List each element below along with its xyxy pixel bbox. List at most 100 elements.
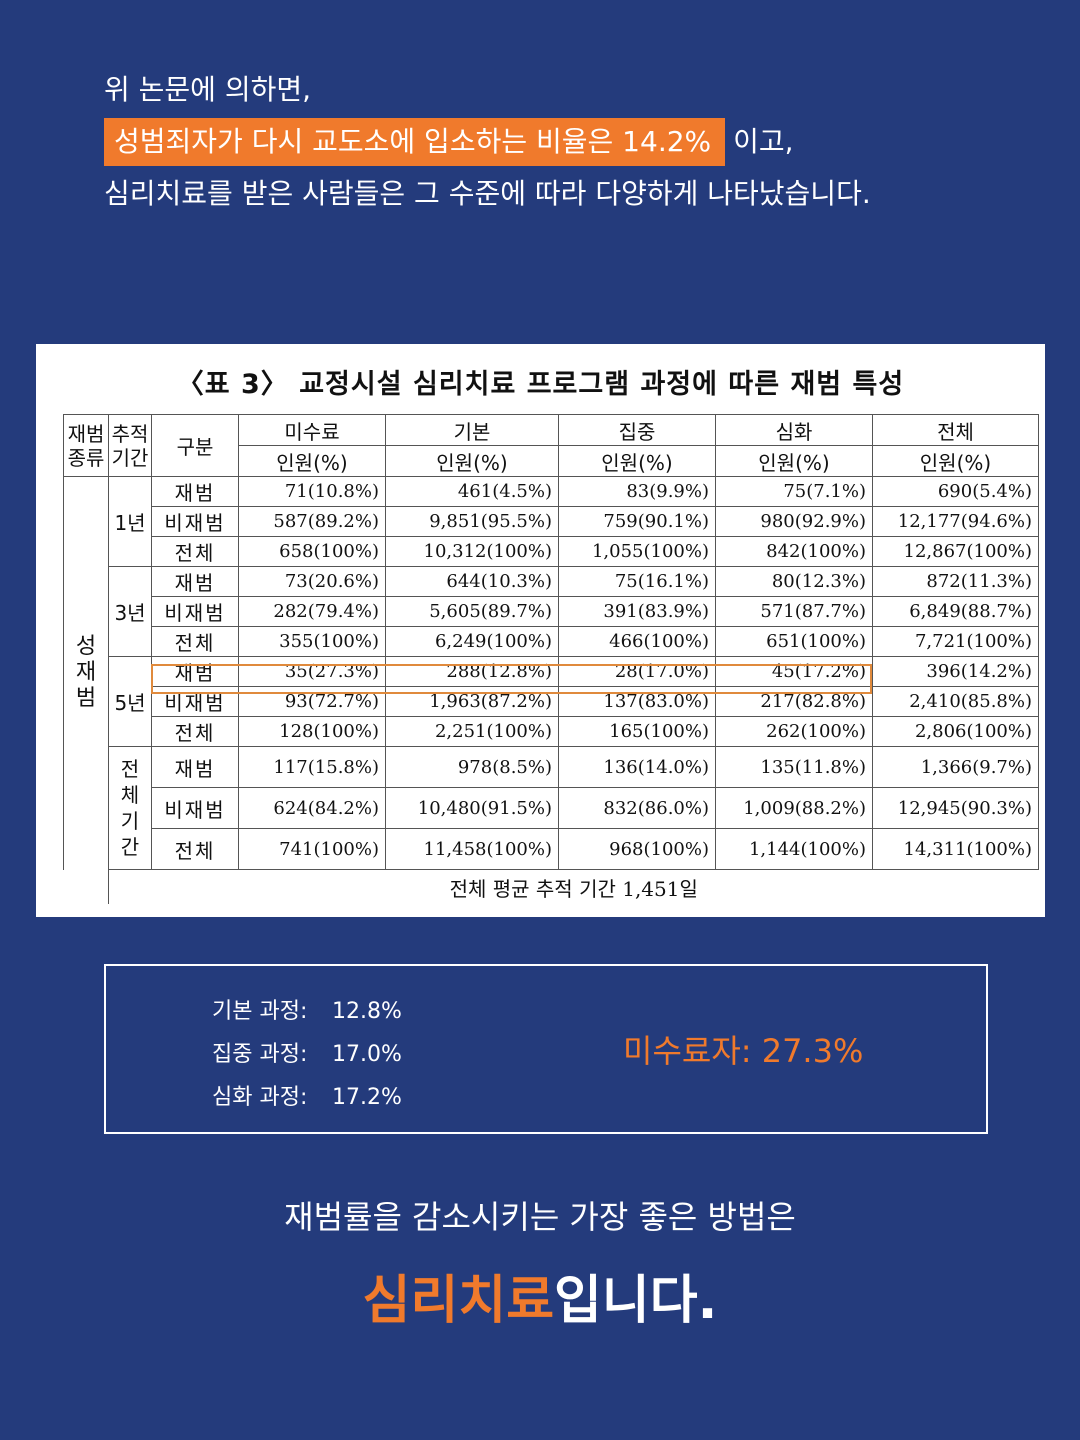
- row-label: 전체: [151, 536, 239, 567]
- table-cell: 288(12.8%): [385, 656, 559, 687]
- summary-item: 심화 과정: 17.2%: [212, 1076, 402, 1119]
- intro-line-1: 위 논문에 의하면,: [104, 73, 312, 106]
- table-cell: 128(100%): [238, 716, 386, 747]
- closing-highlight: 심리치료: [362, 1271, 555, 1331]
- table-cell: 978(8.5%): [385, 746, 559, 788]
- table-cell: 135(11.8%): [715, 746, 873, 788]
- table-cell: 7,721(100%): [872, 626, 1039, 657]
- table-cell: 117(15.8%): [238, 746, 386, 788]
- table-footer: 전체 평균 추적 기간 1,451일: [108, 869, 1039, 904]
- period-label: 3년: [108, 566, 152, 657]
- table-row: 비재범 282(79.4%) 5,605(89.7%) 391(83.9%) 5…: [64, 596, 1039, 627]
- row-label: 재범: [151, 656, 239, 687]
- table-cell: 1,366(9.7%): [872, 746, 1039, 788]
- closing-line-2-rest: 입니다.: [554, 1271, 718, 1331]
- table-cell: 741(100%): [238, 828, 386, 870]
- summary-value: 17.0%: [332, 1042, 402, 1067]
- table-row: 전 체 기 간 재범 117(15.8%) 978(8.5%) 136(14.0…: [64, 746, 1039, 870]
- intro-text: 위 논문에 의하면, 성범죄자가 다시 교도소에 입소하는 비율은 14.2% …: [104, 64, 1004, 220]
- header-unit: 인원(%): [872, 445, 1039, 477]
- header-course: 집중: [558, 414, 716, 446]
- table-cell: 980(92.9%): [715, 506, 873, 537]
- table-row: 비재범 93(72.7%) 1,963(87.2%) 137(83.0%) 21…: [64, 686, 1039, 717]
- table-cell: 587(89.2%): [238, 506, 386, 537]
- table-cell: 968(100%): [558, 828, 716, 870]
- table-cell: 28(17.0%): [558, 656, 716, 687]
- table-cell: 136(14.0%): [558, 746, 716, 788]
- period-label: 5년: [108, 656, 152, 747]
- table-row: 전체 741(100%) 11,458(100%) 968(100%) 1,14…: [64, 828, 1039, 870]
- table-cell: 75(7.1%): [715, 476, 873, 507]
- header-category: 구분: [151, 414, 239, 477]
- table-cell: 651(100%): [715, 626, 873, 657]
- table-cell: 1,963(87.2%): [385, 686, 559, 717]
- summary-key: 기본 과정:: [212, 999, 308, 1024]
- summary-key: 심화 과정:: [212, 1085, 308, 1110]
- header-course: 미수료: [238, 414, 386, 446]
- table-row: 성 재 범 1년 재범 71(10.8%) 461(4.5%) 83(9.9%)…: [63, 476, 1039, 870]
- table-cell: 35(27.3%): [238, 656, 386, 687]
- summary-item: 기본 과정: 12.8%: [212, 990, 402, 1033]
- table-cell: 690(5.4%): [872, 476, 1039, 507]
- summary-value: 12.8%: [332, 999, 402, 1024]
- table-row: 비재범 624(84.2%) 10,480(91.5%) 832(86.0%) …: [64, 787, 1039, 829]
- intro-line-3: 심리치료를 받은 사람들은 그 수준에 따라 다양하게 나타났습니다.: [104, 177, 871, 210]
- closing-line-1: 재범률을 감소시키는 가장 좋은 방법은: [284, 1198, 796, 1236]
- row-label: 비재범: [151, 506, 239, 537]
- row-label: 재범: [151, 566, 239, 597]
- table-cell: 396(14.2%): [872, 656, 1039, 687]
- table-row: 전체 658(100%) 10,312(100%) 1,055(100%) 84…: [64, 536, 1039, 567]
- header-unit: 인원(%): [715, 445, 873, 477]
- table-cell: 842(100%): [715, 536, 873, 567]
- table-cell: 2,251(100%): [385, 716, 559, 747]
- table-cell: 10,480(91.5%): [385, 787, 559, 829]
- header-unit: 인원(%): [238, 445, 386, 477]
- closing-line-2: 심리치료입니다.: [0, 1258, 1080, 1333]
- header-course: 기본: [385, 414, 559, 446]
- table-cell: 355(100%): [238, 626, 386, 657]
- table-cell: 1,009(88.2%): [715, 787, 873, 829]
- header-unit: 인원(%): [385, 445, 559, 477]
- table-cell: 83(9.9%): [558, 476, 716, 507]
- summary-highlight: 미수료자: 27.3%: [623, 1032, 864, 1070]
- table-cell: 6,249(100%): [385, 626, 559, 657]
- table-cell: 12,177(94.6%): [872, 506, 1039, 537]
- table-cell: 571(87.7%): [715, 596, 873, 627]
- summary-value: 17.2%: [332, 1085, 402, 1110]
- table-cell: 80(12.3%): [715, 566, 873, 597]
- header-period: 추적 기간: [108, 414, 152, 477]
- period-label: 1년: [108, 476, 152, 567]
- table-cell: 282(79.4%): [238, 596, 386, 627]
- table-row-highlighted: 5년 재범 35(27.3%) 288(12.8%) 28(17.0%) 45(…: [64, 656, 1039, 747]
- table-cell: 12,945(90.3%): [872, 787, 1039, 829]
- table-cell: 14,311(100%): [872, 828, 1039, 870]
- table-cell: 262(100%): [715, 716, 873, 747]
- table-cell: 93(72.7%): [238, 686, 386, 717]
- crime-type-label: 성 재 범: [63, 476, 109, 870]
- table-cell: 461(4.5%): [385, 476, 559, 507]
- row-label: 비재범: [151, 596, 239, 627]
- table-title: 〈표 3〉 교정시설 심리치료 프로그램 과정에 따른 재범 특성: [176, 369, 905, 400]
- table-cell: 11,458(100%): [385, 828, 559, 870]
- row-label: 재범: [151, 746, 239, 788]
- table-cell: 71(10.8%): [238, 476, 386, 507]
- summary-box: 기본 과정: 12.8% 집중 과정: 17.0% 심화 과정: 17.2% 미수료자…: [104, 964, 988, 1134]
- header-crime-type: 재범 종류: [63, 414, 109, 477]
- table-cell: 832(86.0%): [558, 787, 716, 829]
- intro-line-2: 성범죄자가 다시 교도소에 입소하는 비율은 14.2% 이고,: [104, 116, 1004, 168]
- table-cell: 12,867(100%): [872, 536, 1039, 567]
- table-cell: 45(17.2%): [715, 656, 873, 687]
- recidivism-table: 재범 종류 추적 기간 구분 미수료 기본 집중 심화 전체 인원(%) 인원(…: [63, 414, 1039, 904]
- recidivism-table-image: 〈표 3〉 교정시설 심리치료 프로그램 과정에 따른 재범 특성 재범 종류 …: [36, 344, 1045, 917]
- summary-key: 집중 과정:: [212, 1042, 308, 1067]
- intro-line-2-rest: 이고,: [733, 125, 794, 158]
- table-cell: 5,605(89.7%): [385, 596, 559, 627]
- table-cell: 2,806(100%): [872, 716, 1039, 747]
- table-row: 비재범 587(89.2%) 9,851(95.5%) 759(90.1%) 9…: [64, 506, 1039, 537]
- table-cell: 10,312(100%): [385, 536, 559, 567]
- summary-list: 기본 과정: 12.8% 집중 과정: 17.0% 심화 과정: 17.2%: [212, 990, 402, 1119]
- table-cell: 73(20.6%): [238, 566, 386, 597]
- row-label: 재범: [151, 476, 239, 507]
- table-cell: 6,849(88.7%): [872, 596, 1039, 627]
- row-label: 전체: [151, 716, 239, 747]
